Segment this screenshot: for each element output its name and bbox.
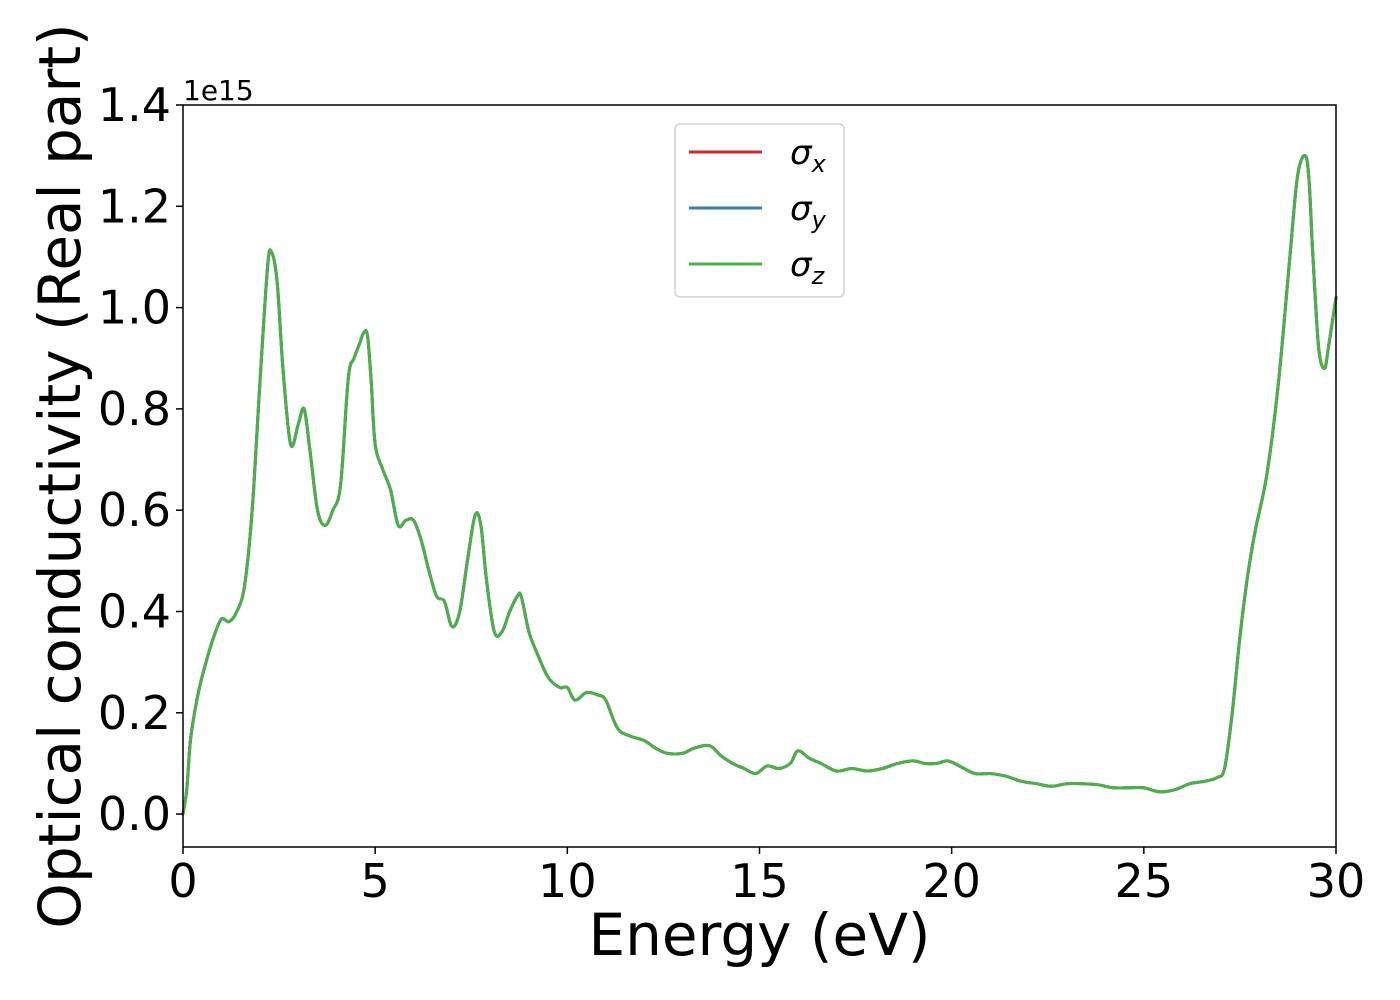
x-axis: 0 5 10 15 20 25 30 <box>168 847 1365 908</box>
legend-frame <box>674 123 845 298</box>
legend-label-y: σy <box>790 189 827 234</box>
y-tick-label: 0.8 <box>98 382 171 436</box>
series-line-3 <box>181 154 1338 816</box>
y-offset-label: 1e15 <box>183 74 254 107</box>
x-tick-label: 25 <box>1115 854 1174 908</box>
legend-label-z: σz <box>790 245 826 290</box>
x-axis-title: Energy (eV) <box>588 901 930 969</box>
y-tick-label: 1.0 <box>98 281 171 335</box>
x-tick-label: 10 <box>538 854 597 908</box>
x-tick-label: 20 <box>922 854 981 908</box>
y-tick-label: 0.4 <box>98 584 171 638</box>
x-tick-label: 15 <box>730 854 789 908</box>
y-tick-label: 1.2 <box>98 179 171 233</box>
y-tick-label: 0.0 <box>98 787 171 841</box>
y-tick-label: 0.2 <box>98 686 171 740</box>
y-axis: 0.0 0.2 0.4 0.6 0.8 1.0 1.2 1.4 <box>98 78 183 841</box>
legend: σx σy σz <box>674 123 845 298</box>
y-tick-label: 1.4 <box>98 78 171 132</box>
x-tick-label: 5 <box>361 854 390 908</box>
y-tick-label: 0.6 <box>98 483 171 537</box>
x-tick-label: 0 <box>168 854 197 908</box>
series-layer <box>181 154 1338 816</box>
x-tick-label: 30 <box>1307 854 1366 908</box>
y-axis-title: Optical conductivity (Real part) <box>26 23 94 928</box>
legend-label-x: σx <box>790 133 827 178</box>
